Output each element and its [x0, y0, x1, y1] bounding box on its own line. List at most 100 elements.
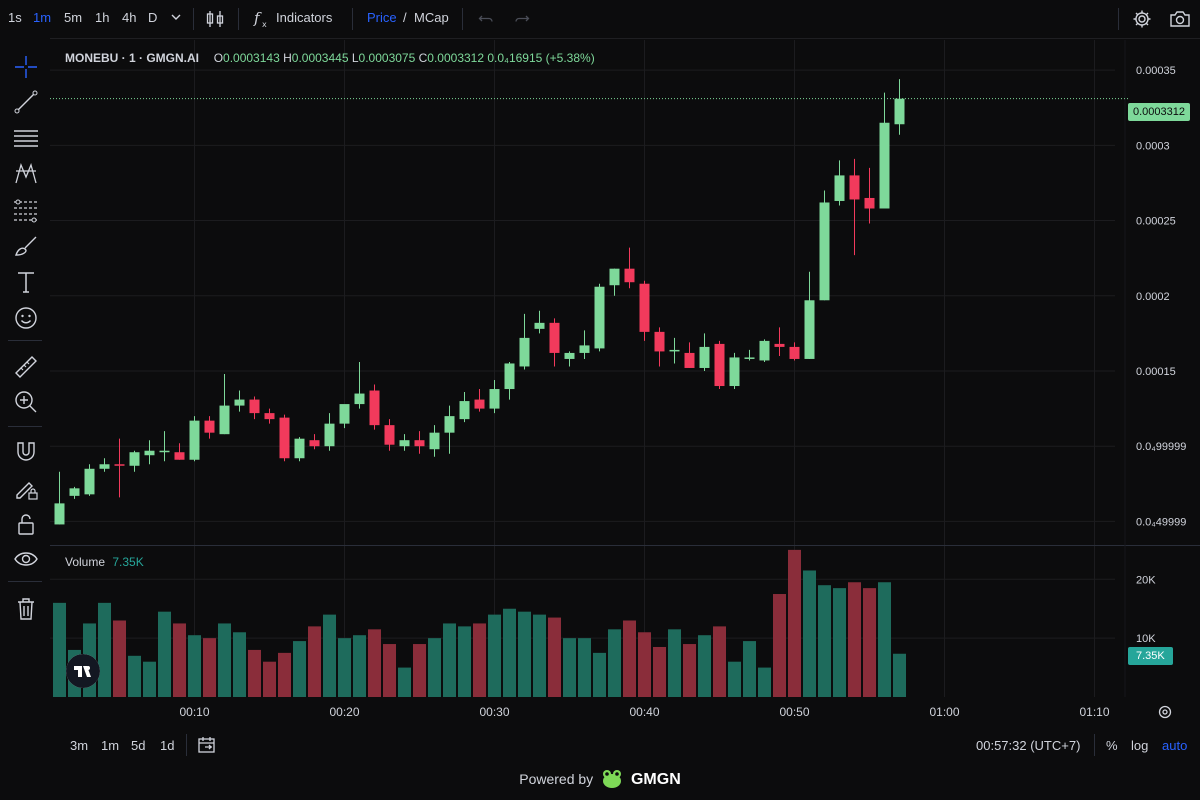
volume-bar: [668, 629, 681, 697]
eye-visibility-icon[interactable]: [13, 546, 39, 572]
candle-body: [279, 417, 290, 459]
candle-body: [624, 268, 635, 283]
timeframe-d[interactable]: D: [148, 10, 158, 25]
volume-bar: [473, 623, 486, 697]
range-1m-button[interactable]: 1m: [101, 738, 120, 753]
pattern-icon[interactable]: [13, 161, 39, 187]
candle-body: [249, 399, 260, 414]
price-axis-label: 0.00025: [1136, 216, 1176, 228]
magnet-icon[interactable]: [13, 439, 39, 465]
trend-line-icon[interactable]: [13, 89, 39, 115]
lock-drawing-icon[interactable]: [13, 475, 39, 501]
toolbar-divider: [238, 8, 239, 30]
candle-body: [654, 331, 665, 352]
chevron-down-icon[interactable]: [170, 11, 182, 26]
volume-bar: [743, 641, 756, 697]
chart-settings-icon[interactable]: [1157, 704, 1173, 723]
volume-bar: [698, 635, 711, 697]
time-axis-label: 01:10: [1079, 705, 1109, 719]
volume-axis-label: 10K: [1136, 633, 1156, 645]
candle-body: [759, 340, 770, 361]
volume-label: Volume: [65, 555, 106, 569]
auto-scale-button[interactable]: auto: [1162, 738, 1188, 753]
indicators-button[interactable]: Indicators: [276, 10, 333, 25]
trash-icon[interactable]: [13, 596, 39, 622]
volume-bar: [683, 644, 696, 697]
last-volume-tag: 7.35K: [1128, 647, 1173, 665]
candlestick-chart[interactable]: 0.00035 0.0003 0.00025 0.0002 0.00015 0.0₄999…: [0, 0, 1200, 730]
symbol-title[interactable]: MONEBU · 1 · GMGN.AI: [65, 51, 199, 65]
candle-body: [564, 352, 575, 359]
toolbar-divider: [186, 734, 187, 756]
price-axis-label: 0.0002: [1136, 291, 1170, 303]
mcap-toggle[interactable]: MCap: [414, 10, 449, 25]
candle-body: [129, 452, 140, 466]
timeframe-1m[interactable]: 1m: [33, 10, 52, 25]
time-axis-label: 00:40: [629, 705, 659, 719]
volume-bar: [308, 626, 321, 697]
settings-gear-icon[interactable]: [1131, 8, 1153, 33]
candle-body: [819, 202, 830, 301]
candle-body: [69, 488, 80, 496]
volume-bar: [458, 626, 471, 697]
timeframe-1s[interactable]: 1s: [8, 10, 22, 25]
camera-screenshot-icon[interactable]: [1168, 8, 1192, 33]
high-value: 0.0003445: [291, 51, 349, 65]
candlestick-type-icon[interactable]: [204, 8, 226, 33]
fib-retracement-icon[interactable]: [13, 197, 39, 223]
candle-body: [834, 175, 845, 201]
range-5d-button[interactable]: 5d: [131, 738, 146, 753]
tradingview-logo[interactable]: [66, 654, 100, 688]
candle-body: [459, 401, 470, 420]
volume-bar: [128, 655, 141, 697]
redo-icon[interactable]: [514, 10, 530, 29]
candle-body: [174, 452, 185, 460]
text-tool-icon[interactable]: [13, 269, 39, 295]
time-axis-label: 00:30: [479, 705, 509, 719]
lock-icon[interactable]: [13, 511, 39, 537]
brush-icon[interactable]: [13, 233, 39, 259]
candle-body: [894, 98, 905, 125]
candle-body: [744, 357, 755, 359]
zoom-in-icon[interactable]: [13, 389, 39, 415]
brand-name[interactable]: GMGN: [630, 771, 681, 789]
candle-body: [84, 468, 95, 495]
candle-body: [99, 464, 110, 469]
candle-body: [444, 416, 455, 433]
timeframe-1h[interactable]: 1h: [95, 10, 110, 25]
timeframe-5m[interactable]: 5m: [64, 10, 83, 25]
gmgn-frog-logo-icon: [600, 768, 624, 793]
undo-icon[interactable]: [478, 10, 494, 29]
candle-body: [54, 503, 65, 525]
percent-scale-button[interactable]: %: [1106, 738, 1118, 753]
volume-bar: [758, 667, 771, 697]
volume-bar: [293, 641, 306, 697]
log-scale-button[interactable]: log: [1131, 738, 1149, 753]
candle-body: [309, 440, 320, 447]
low-value: 0.0003075: [358, 51, 416, 65]
candle-body: [534, 322, 545, 329]
volume-bar: [788, 549, 801, 697]
volume-bar: [818, 585, 831, 697]
toolbar-divider: [462, 8, 463, 30]
volume-legend: Volume 7.35K: [65, 555, 144, 569]
volume-bar: [653, 646, 666, 697]
range-3m-button[interactable]: 3m: [70, 738, 89, 753]
volume-bar: [113, 620, 126, 697]
candle-body: [879, 122, 890, 209]
candle-body: [369, 390, 380, 426]
price-toggle[interactable]: Price: [367, 10, 397, 25]
crosshair-icon[interactable]: [13, 54, 39, 80]
volume-bar: [713, 626, 726, 697]
clock-timezone[interactable]: 00:57:32 (UTC+7): [976, 738, 1081, 753]
calendar-goto-icon[interactable]: [197, 735, 217, 758]
volume-bar: [173, 623, 186, 697]
emoji-icon[interactable]: [13, 305, 39, 331]
ruler-icon[interactable]: [13, 354, 39, 380]
range-1d-button[interactable]: 1d: [160, 738, 175, 753]
timeframe-4h[interactable]: 4h: [122, 10, 137, 25]
volume-bar: [833, 588, 846, 697]
horizontal-lines-icon[interactable]: [13, 125, 39, 151]
